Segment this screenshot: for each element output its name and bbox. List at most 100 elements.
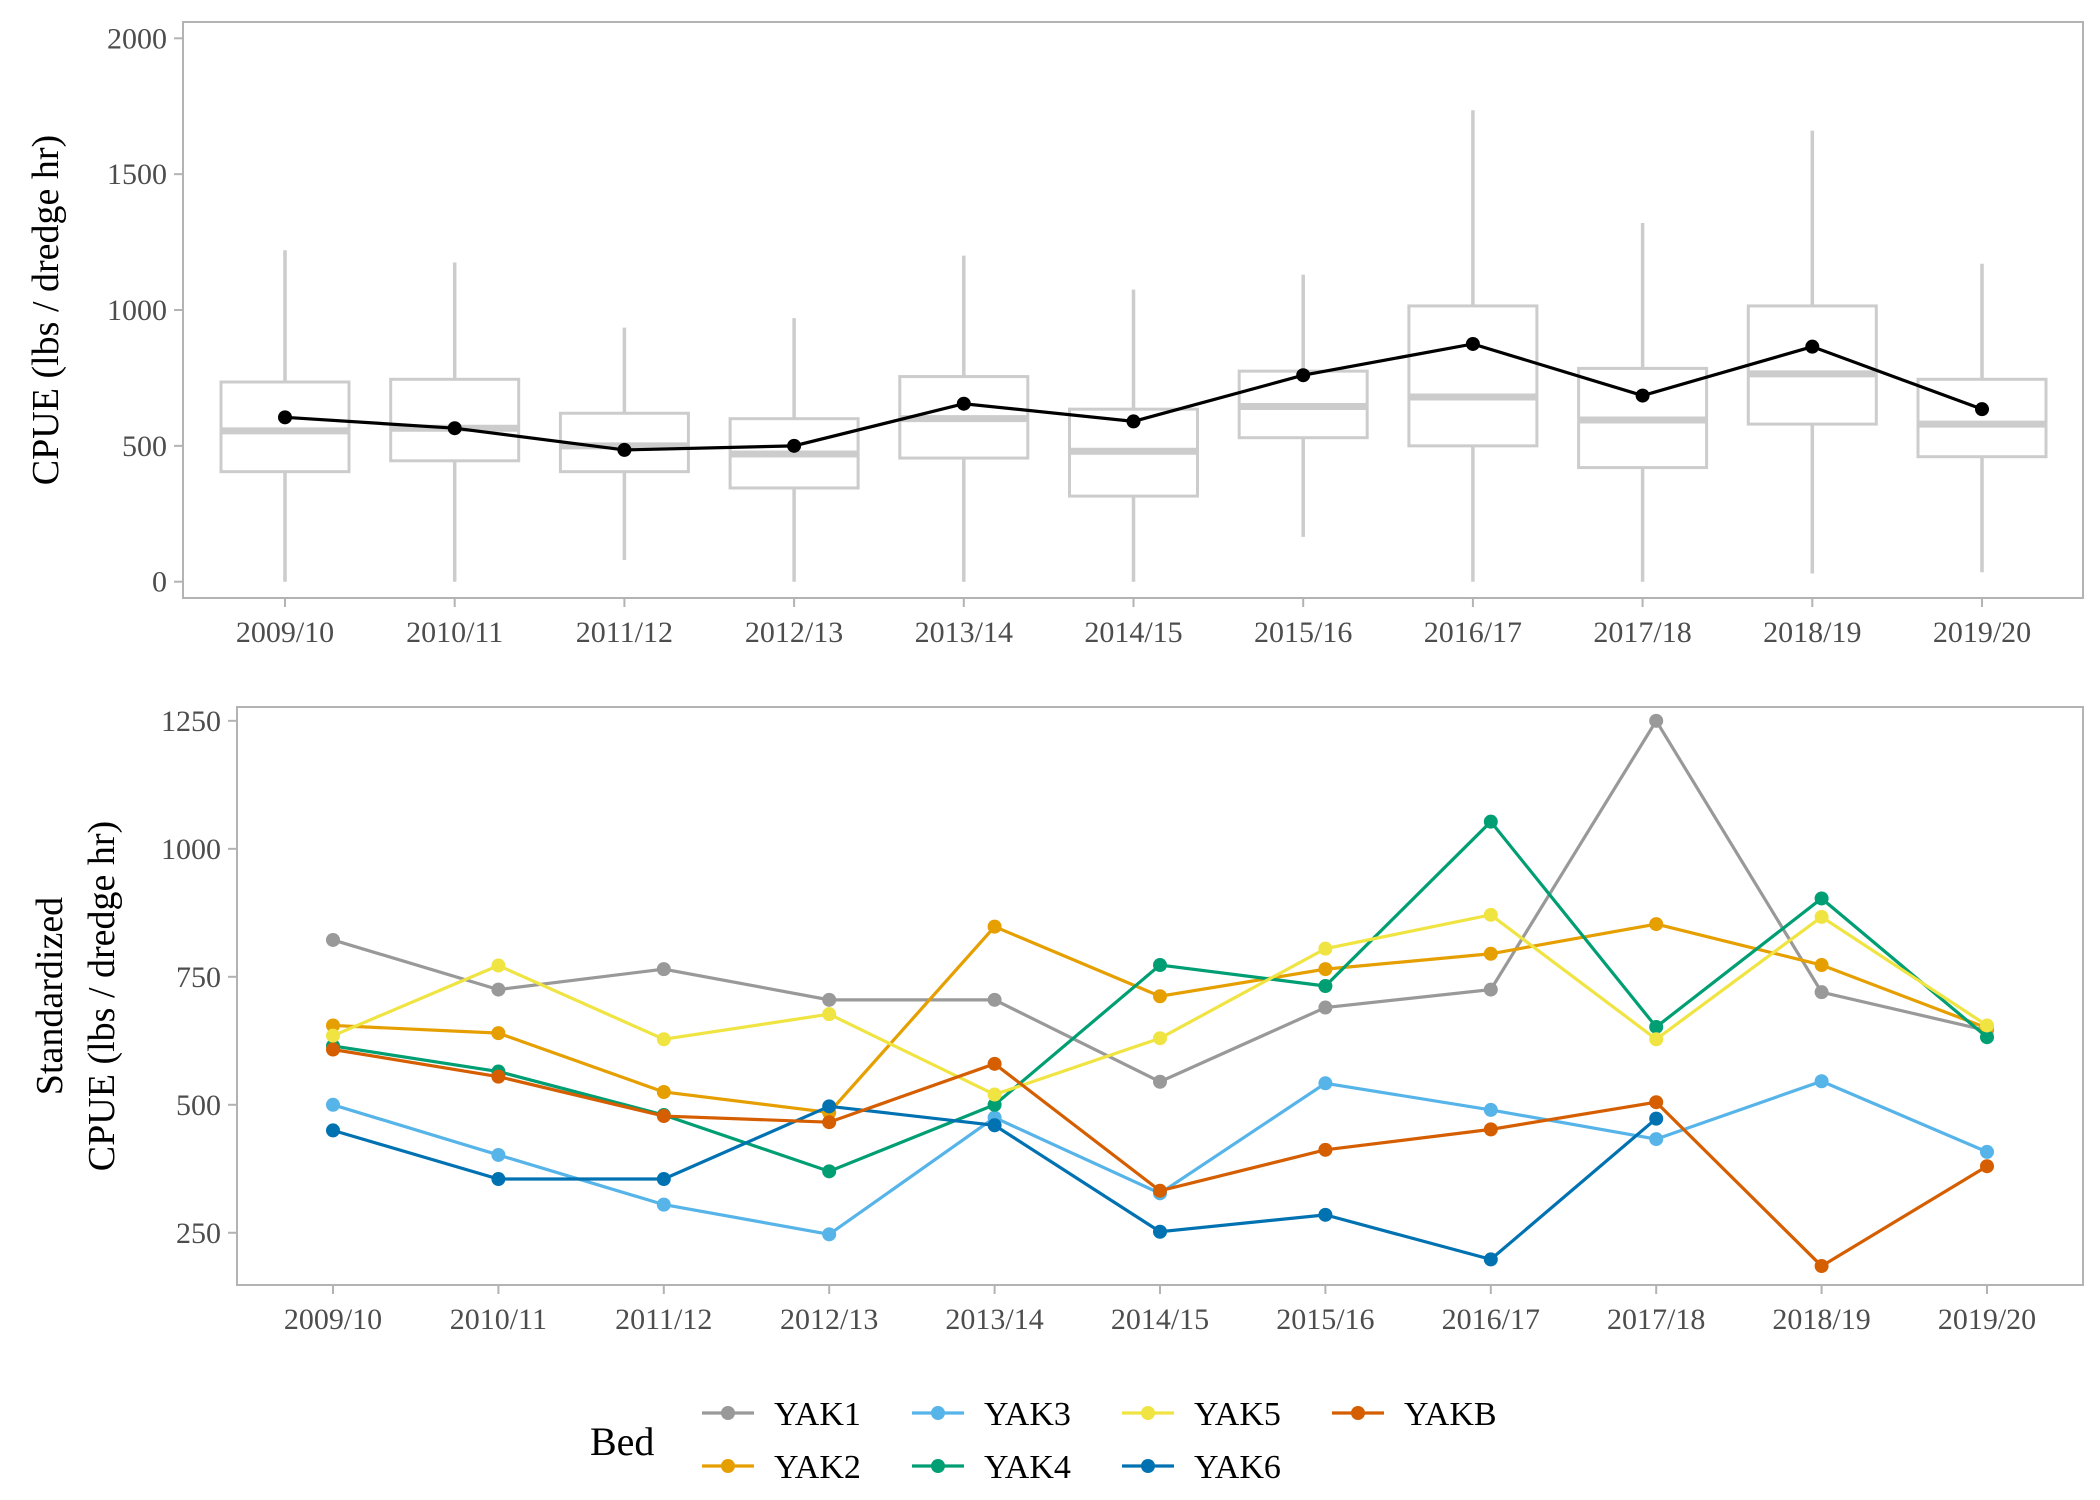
x-tick-label-2018-19: 2018/19 bbox=[1763, 616, 1861, 649]
x-tick-label-2014-15: 2014/15 bbox=[1084, 616, 1182, 649]
point-yakb-2015-16 bbox=[1318, 1142, 1333, 1157]
point-yak2-2018-19 bbox=[1814, 958, 1829, 973]
point-yak2-2015-16 bbox=[1318, 962, 1333, 977]
point-yak2-2016-17 bbox=[1483, 946, 1498, 961]
point-yak5-2009-10 bbox=[326, 1028, 340, 1043]
legend-item-yak5: YAK5 bbox=[1122, 1396, 1281, 1433]
cpue-point-2011-12 bbox=[617, 442, 632, 457]
legend-label: YAK2 bbox=[774, 1449, 861, 1486]
cpue-y-axis-title: CPUE (lbs / dredge hr) bbox=[25, 135, 67, 485]
box-2010-11 bbox=[389, 262, 521, 582]
x-tick-label-2010-11: 2010/11 bbox=[406, 616, 503, 649]
point-yak2-2017-18 bbox=[1649, 917, 1664, 932]
box-2019-20 bbox=[1916, 263, 2048, 573]
point-yak5-2015-16 bbox=[1318, 941, 1333, 956]
x-tick-label-2019-20: 2019/20 bbox=[1938, 1303, 2036, 1336]
point-yak1-2016-17 bbox=[1483, 982, 1498, 997]
point-yak1-2009-10 bbox=[326, 932, 340, 947]
legend-label: YAK1 bbox=[774, 1396, 861, 1433]
point-yak6-2015-16 bbox=[1318, 1207, 1333, 1222]
box-2015-16 bbox=[1237, 274, 1369, 537]
point-yakb-2009-10 bbox=[326, 1042, 340, 1057]
y-tick-label-500: 500 bbox=[176, 1089, 221, 1122]
box-2018-19 bbox=[1746, 130, 1878, 574]
point-yak4-2012-13 bbox=[822, 1164, 837, 1179]
cpue-point-2017-18 bbox=[1635, 388, 1650, 403]
y-tick-label-1000: 1000 bbox=[161, 833, 221, 866]
point-yak3-2011-12 bbox=[656, 1197, 671, 1212]
point-yak4-2013-14 bbox=[987, 1097, 1002, 1112]
point-yak1-2011-12 bbox=[656, 962, 671, 977]
x-tick-label-2017-18: 2017/18 bbox=[1593, 616, 1691, 649]
point-yak1-2010-11 bbox=[491, 982, 506, 997]
y-tick-label-1500: 1500 bbox=[107, 158, 167, 191]
box-body bbox=[1746, 304, 1878, 426]
point-yak4-2019-20 bbox=[1980, 1030, 1994, 1045]
series-yakb bbox=[326, 1042, 1994, 1274]
x-tick-label-2016-17: 2016/17 bbox=[1424, 616, 1522, 649]
legend-item-yak1: YAK1 bbox=[702, 1396, 861, 1433]
point-yak6-2016-17 bbox=[1483, 1252, 1498, 1267]
legend-item-yak6: YAK6 bbox=[1122, 1449, 1281, 1486]
legend-item-yak4: YAK4 bbox=[912, 1449, 1071, 1486]
x-tick-label-2011-12: 2011/12 bbox=[615, 1303, 712, 1336]
point-yak3-2019-20 bbox=[1980, 1144, 1994, 1159]
x-tick-label-2017-18: 2017/18 bbox=[1607, 1303, 1705, 1336]
point-yak4-2014-15 bbox=[1153, 958, 1167, 973]
point-yak5-2012-13 bbox=[822, 1007, 837, 1022]
legend-label: YAK3 bbox=[984, 1396, 1071, 1433]
box-2009-10 bbox=[219, 250, 351, 582]
point-yak4-2015-16 bbox=[1318, 979, 1333, 994]
legend-key-point bbox=[721, 1406, 735, 1420]
point-yak3-2012-13 bbox=[822, 1227, 837, 1242]
point-yak4-2018-19 bbox=[1814, 891, 1829, 906]
series-yak6 bbox=[326, 1099, 1664, 1267]
x-tick-label-2014-15: 2014/15 bbox=[1111, 1303, 1209, 1336]
legend-item-yak2: YAK2 bbox=[702, 1449, 861, 1486]
box-2014-15 bbox=[1068, 289, 1199, 582]
box-2012-13 bbox=[728, 318, 860, 582]
legend-key-point bbox=[721, 1459, 735, 1473]
point-yak6-2010-11 bbox=[491, 1172, 506, 1187]
x-tick-label-2013-14: 2013/14 bbox=[945, 1303, 1043, 1336]
legend: Bed YAK1 YAK2 YAK3 YAK4 YAK5 YAK6 YAKB bbox=[590, 1396, 1497, 1486]
y-tick-label-1000: 1000 bbox=[107, 294, 167, 327]
standardized-x-axis: 2009/10 2010/11 2011/12 2012/13 2013/14 2014/… bbox=[284, 1285, 2036, 1336]
series-line-yak5 bbox=[332, 913, 1988, 1097]
point-yak1-2017-18 bbox=[1649, 713, 1664, 728]
legend-item-yak3: YAK3 bbox=[912, 1396, 1071, 1433]
x-tick-label-2012-13: 2012/13 bbox=[780, 1303, 878, 1336]
point-yak1-2014-15 bbox=[1153, 1074, 1167, 1089]
standardized-y-axis: 250 500 750 1000 1250 bbox=[161, 705, 237, 1250]
cpue-point-2016-17 bbox=[1465, 336, 1480, 351]
point-yak3-2017-18 bbox=[1649, 1132, 1664, 1147]
cpue-mean-line bbox=[278, 336, 1989, 457]
box-body bbox=[1407, 304, 1539, 448]
y-axis-title-line-2: CPUE (lbs / dredge hr) bbox=[81, 821, 123, 1171]
cpue-x-axis: 2009/10 2010/11 2011/12 2012/13 2013/14 2014/… bbox=[236, 598, 2031, 649]
point-yak6-2009-10 bbox=[326, 1123, 340, 1138]
point-yakb-2010-11 bbox=[491, 1069, 506, 1084]
point-yak6-2014-15 bbox=[1153, 1224, 1167, 1239]
point-yak1-2013-14 bbox=[987, 992, 1002, 1007]
y-tick-label-250: 250 bbox=[176, 1217, 221, 1250]
point-yak6-2013-14 bbox=[987, 1118, 1002, 1133]
legend-key-point bbox=[1141, 1459, 1155, 1473]
legend-label: YAK6 bbox=[1194, 1449, 1281, 1486]
legend-label: YAK4 bbox=[984, 1449, 1071, 1486]
legend-title: Bed bbox=[590, 1419, 654, 1464]
point-yak3-2018-19 bbox=[1814, 1074, 1829, 1089]
cpue-point-2009-10 bbox=[278, 410, 292, 425]
point-yak6-2017-18 bbox=[1649, 1111, 1664, 1126]
point-yak3-2009-10 bbox=[326, 1097, 340, 1112]
point-yakb-2019-20 bbox=[1980, 1159, 1994, 1174]
point-yak1-2012-13 bbox=[822, 992, 837, 1007]
x-tick-label-2009-10: 2009/10 bbox=[236, 616, 334, 649]
legend-key-point bbox=[1141, 1406, 1155, 1420]
point-yak1-2015-16 bbox=[1318, 1000, 1333, 1015]
series-line-yak1 bbox=[332, 717, 1988, 1084]
point-yak4-2016-17 bbox=[1483, 814, 1498, 829]
